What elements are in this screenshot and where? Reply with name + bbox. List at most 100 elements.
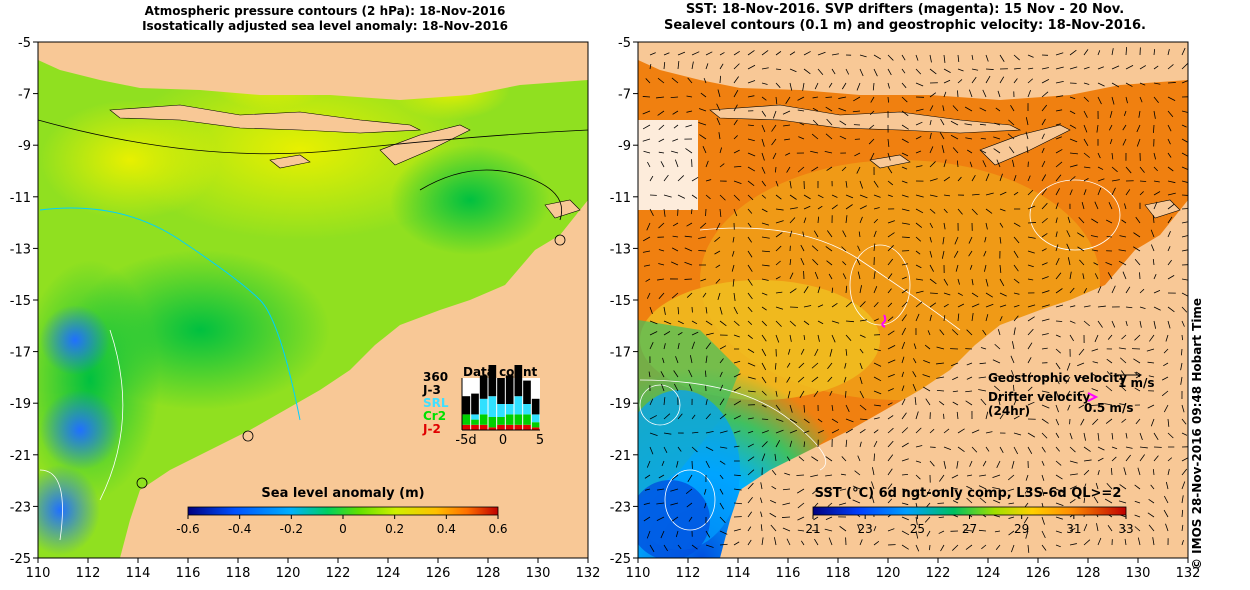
velocity-arrow	[992, 359, 1001, 364]
velocity-arrow	[966, 362, 973, 366]
velocity-arrow	[827, 502, 833, 507]
velocity-arrow	[901, 314, 907, 322]
velocity-arrow	[733, 50, 740, 56]
velocity-arrow	[761, 453, 766, 462]
velocity-arrow	[677, 194, 686, 199]
velocity-arrow	[642, 138, 651, 142]
velocity-arrow	[943, 428, 950, 434]
velocity-arrow	[775, 220, 784, 224]
velocity-arrow	[747, 348, 755, 353]
left-ytick-label: -25	[10, 552, 31, 567]
velocity-arrow	[1180, 362, 1183, 371]
velocity-arrow	[661, 460, 665, 467]
velocity-arrow	[702, 292, 707, 298]
velocity-arrow	[1097, 286, 1102, 294]
velocity-arrow	[662, 357, 665, 364]
velocity-arrow	[1167, 306, 1175, 313]
velocity-arrow	[999, 54, 1005, 62]
velocity-arrow	[913, 358, 917, 364]
velocity-arrow	[1167, 457, 1173, 462]
velocity-arrow	[1133, 232, 1141, 238]
velocity-arrow	[1027, 175, 1031, 182]
right-xtick-label: 112	[676, 566, 701, 581]
velocity-arrow	[1055, 174, 1062, 182]
velocity-arrow	[840, 473, 847, 476]
velocity-arrow	[1104, 498, 1113, 504]
velocity-arrow	[1094, 334, 1099, 343]
velocity-arrow	[929, 178, 938, 182]
velocity-arrow	[642, 124, 651, 130]
velocity-arrow	[1139, 191, 1144, 196]
velocity-arrow	[688, 516, 693, 522]
velocity-arrow	[971, 68, 979, 71]
velocity-arrow	[1107, 334, 1113, 340]
velocity-arrow	[699, 134, 707, 140]
velocity-arrow	[761, 362, 767, 371]
velocity-arrow	[789, 217, 796, 224]
velocity-arrow	[719, 502, 725, 510]
velocity-arrow	[675, 530, 679, 538]
geo-velocity-value: 1 m/s	[1118, 376, 1155, 390]
velocity-arrow	[1167, 180, 1176, 184]
velocity-arrow	[845, 334, 852, 341]
velocity-arrow	[873, 404, 881, 407]
velocity-arrow	[774, 362, 777, 370]
velocity-arrow	[901, 194, 909, 198]
velocity-arrow	[1134, 514, 1141, 518]
velocity-arrow	[733, 180, 742, 185]
velocity-arrow	[1167, 49, 1170, 56]
velocity-arrow	[966, 329, 973, 336]
velocity-arrow	[789, 334, 792, 342]
velocity-arrow	[842, 261, 847, 266]
right-colorbar: SST (°C) 6d ngt-only comp, L3S-6d QL>=2 …	[805, 486, 1133, 536]
velocity-arrow	[1111, 446, 1118, 450]
velocity-arrow	[1083, 446, 1091, 452]
velocity-arrow	[774, 453, 777, 462]
velocity-arrow	[1152, 469, 1155, 476]
velocity-arrow	[915, 165, 923, 168]
velocity-arrow	[642, 236, 651, 242]
velocity-arrow	[690, 208, 693, 215]
velocity-arrow	[1111, 179, 1120, 182]
velocity-arrow	[663, 413, 671, 420]
velocity-arrow	[952, 390, 959, 393]
velocity-arrow	[859, 301, 866, 308]
velocity-arrow	[1055, 304, 1064, 308]
velocity-arrow	[929, 146, 934, 154]
geo-velocity-label: Geostrophic velocity	[988, 371, 1127, 385]
velocity-arrow	[1153, 290, 1161, 294]
velocity-arrow	[1111, 432, 1114, 440]
velocity-arrow	[656, 488, 665, 491]
velocity-arrow	[992, 487, 1001, 490]
velocity-arrow	[969, 264, 973, 270]
velocity-arrow	[993, 136, 1001, 140]
velocity-arrow	[1069, 49, 1077, 56]
velocity-arrow	[747, 390, 756, 393]
velocity-arrow	[1094, 273, 1099, 280]
velocity-arrow	[649, 63, 652, 70]
velocity-arrow	[873, 429, 879, 434]
velocity-arrow	[1097, 166, 1104, 170]
velocity-arrow	[1137, 467, 1141, 476]
left-colorbar-tick-label: 0.2	[385, 522, 404, 536]
velocity-arrow	[719, 398, 725, 406]
velocity-arrow	[1083, 459, 1092, 462]
velocity-arrow	[731, 250, 735, 257]
velocity-arrow	[915, 264, 922, 269]
velocity-arrow	[803, 217, 807, 224]
velocity-arrow	[1124, 203, 1127, 210]
velocity-arrow	[705, 446, 714, 451]
velocity-arrow	[1097, 537, 1102, 546]
velocity-arrow	[649, 398, 654, 406]
velocity-arrow	[649, 432, 658, 436]
velocity-arrow	[901, 356, 905, 364]
velocity-arrow	[1027, 342, 1033, 350]
velocity-arrow	[826, 260, 833, 266]
velocity-arrow	[979, 107, 987, 112]
velocity-arrow	[1105, 262, 1113, 266]
velocity-arrow	[936, 376, 945, 379]
velocity-arrow	[955, 264, 959, 272]
velocity-arrow	[1013, 236, 1020, 244]
velocity-arrow	[747, 138, 755, 142]
velocity-arrow	[1027, 78, 1034, 84]
